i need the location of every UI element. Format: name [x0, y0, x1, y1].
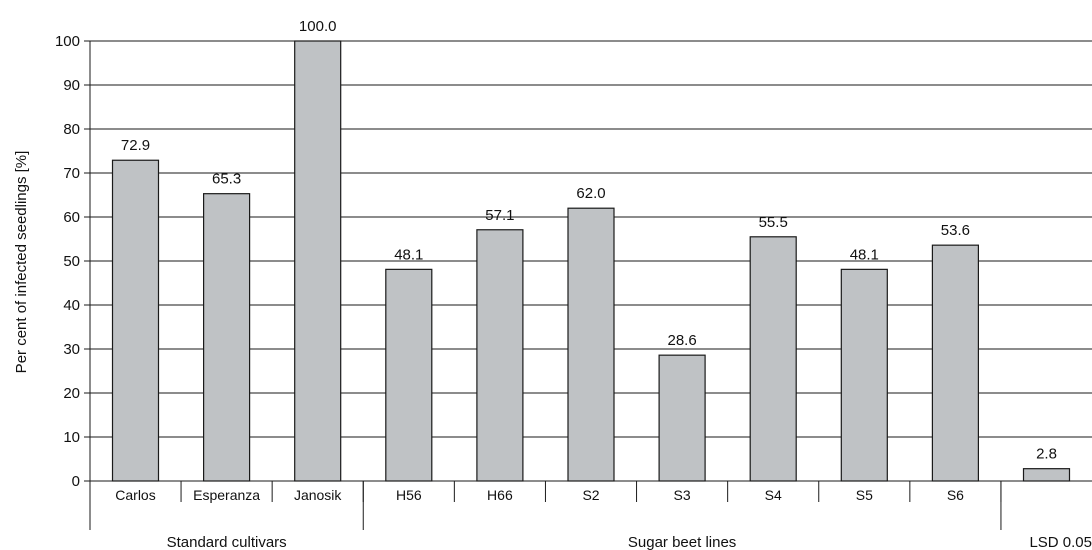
data-label: 65.3 — [212, 171, 241, 188]
x-axis: Carlos Esperanza Janosik H56 H66 S2 S3 S4 S5 S6 St… — [115, 481, 1092, 550]
x-tick-label: Esperanza — [193, 487, 260, 503]
x-tick-label: S4 — [765, 487, 782, 503]
bar — [294, 40, 342, 482]
y-tick-label: 90 — [63, 77, 80, 94]
bar — [1022, 468, 1071, 482]
data-label: 57.1 — [485, 207, 514, 224]
bar — [567, 207, 615, 482]
x-tick-label: S6 — [947, 487, 964, 503]
x-tick-label: S3 — [674, 487, 691, 503]
y-tick-label: 30 — [63, 341, 80, 358]
x-tick-label: Carlos — [115, 487, 155, 503]
y-tick-label: 70 — [63, 165, 80, 182]
data-label: 53.6 — [941, 222, 970, 239]
data-label: 48.1 — [850, 246, 879, 263]
bar — [749, 236, 797, 482]
data-label: 2.8 — [1036, 446, 1057, 463]
group-label: Standard cultivars — [167, 534, 287, 550]
group-label: LSD 0.05 — [1029, 534, 1092, 550]
x-tick-label: H56 — [396, 487, 422, 503]
bar — [658, 354, 706, 482]
y-tick-label: 50 — [63, 253, 80, 270]
data-label: 62.0 — [576, 185, 605, 202]
y-axis: 0 10 20 30 40 50 60 70 80 90 100 — [55, 33, 91, 530]
group-label: Sugar beet lines — [628, 534, 736, 550]
bar — [840, 268, 888, 482]
x-tick-label: S5 — [856, 487, 873, 503]
y-tick-label: 20 — [63, 385, 80, 402]
bars — [111, 40, 1071, 482]
bar — [203, 193, 251, 482]
y-tick-label: 40 — [63, 297, 80, 314]
bar — [931, 244, 980, 482]
data-label: 48.1 — [394, 246, 423, 263]
x-tick-label: H66 — [487, 487, 513, 503]
y-tick-label: 10 — [63, 429, 80, 446]
y-axis-label: Per cent of infected seedlings [%] — [13, 151, 30, 374]
x-tick-label: S2 — [582, 487, 599, 503]
y-tick-label: 80 — [63, 121, 80, 138]
value-labels: 72.9 65.3 100.0 48.1 57.1 62.0 28.6 55.5 48.1 53.… — [121, 18, 1057, 463]
data-label: 28.6 — [667, 332, 696, 349]
data-label: 72.9 — [121, 137, 150, 154]
y-tick-label: 60 — [63, 209, 80, 226]
data-label: 55.5 — [759, 214, 788, 231]
y-tick-label: 100 — [55, 33, 80, 50]
y-tick-label: 0 — [72, 473, 80, 490]
x-tick-label: Janosik — [294, 487, 342, 503]
bar — [476, 229, 524, 482]
data-label: 100.0 — [299, 18, 337, 35]
bar — [111, 159, 160, 482]
bar — [385, 268, 433, 482]
